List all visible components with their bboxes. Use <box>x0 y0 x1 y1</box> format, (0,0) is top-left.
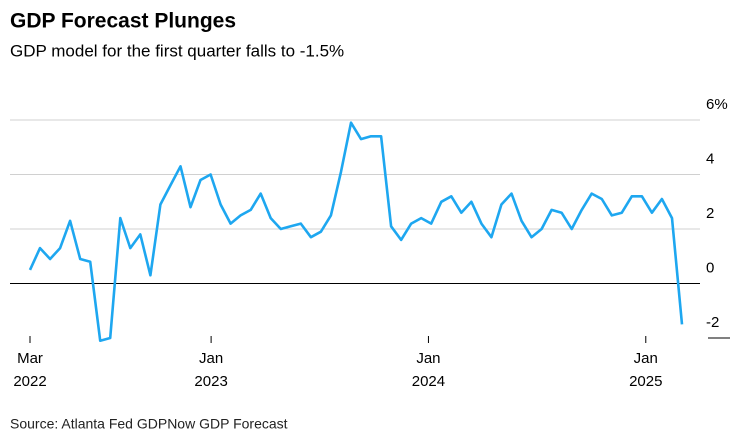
source: Source: Atlanta Fed GDPNow GDP Forecast <box>10 416 288 432</box>
x-tick-label: 2024 <box>412 373 445 390</box>
x-tick-label: Jan <box>199 350 223 367</box>
x-tick-label: 2023 <box>194 373 227 390</box>
y-tick-label: 2 <box>706 205 714 222</box>
y-tick-label: -2 <box>706 314 719 331</box>
chart-subtitle: GDP model for the first quarter falls to… <box>10 41 344 60</box>
x-tick-label: Jan <box>634 350 658 367</box>
x-tick-label: 2025 <box>629 373 662 390</box>
y-tick-label: 4 <box>706 150 714 167</box>
data-line <box>28 121 684 342</box>
y-tick-label: 0 <box>706 259 714 276</box>
x-tick-label: 2022 <box>13 373 46 390</box>
chart-title: GDP Forecast Plunges <box>10 10 236 33</box>
x-tick-label: Mar <box>17 350 43 367</box>
x-tick-label: Jan <box>416 350 440 367</box>
y-tick-label: 6% <box>706 96 728 113</box>
